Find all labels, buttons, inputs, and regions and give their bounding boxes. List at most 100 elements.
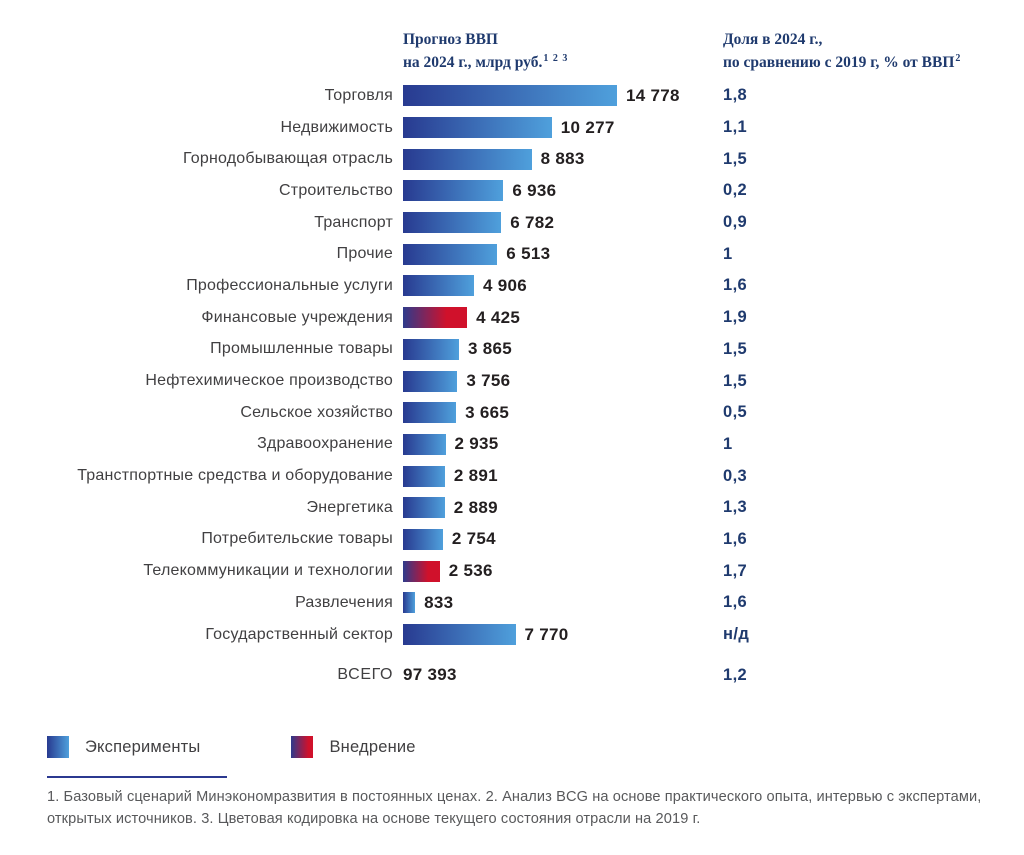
chart-row: Строительство 6 936 0,2 — [0, 175, 1024, 207]
bar-cell: 8 883 — [393, 148, 713, 170]
sector-label: Строительство — [279, 181, 393, 199]
total-share-value: 1,2 — [723, 665, 748, 684]
chart-row: Недвижимость 10 277 1,1 — [0, 112, 1024, 144]
gdp-bar-experiments — [403, 370, 458, 392]
gdp-bar-experiments — [403, 338, 459, 360]
share-value: 0,3 — [723, 466, 748, 485]
footnotes-text: 1. Базовый сценарий Минэкономразвития в … — [47, 789, 982, 827]
chart-row: Сельское хозяйство 3 665 0,5 — [0, 397, 1024, 429]
gdp-value: 3 665 — [465, 402, 510, 422]
chart-row: Телекоммуникации и технологии 2 536 1,7 — [0, 555, 1024, 587]
share-value: 1,8 — [723, 86, 748, 105]
total-row: ВСЕГО 97 393 1,2 — [0, 659, 1024, 691]
gdp-value: 6 513 — [506, 244, 551, 264]
header-share-line2: по сравнению с 2019 г, % от ВВП2 — [723, 53, 962, 72]
gdp-value: 4 906 — [483, 275, 528, 295]
column-header-gdp-forecast: Прогноз ВВП на 2024 г., млрд руб.1 2 3 — [403, 30, 568, 72]
gdp-value: 10 277 — [560, 117, 615, 137]
bar-cell: 2 889 — [393, 497, 713, 519]
legend-label: Внедрение — [329, 737, 416, 756]
bar-cell: 6 782 — [393, 212, 713, 234]
gdp-value: 14 778 — [626, 85, 680, 105]
footnote-marker: 1 2 3 — [543, 53, 569, 64]
chart-row: Государственный сектор 7 770 н/д — [0, 619, 1024, 651]
total-label: ВСЕГО — [337, 666, 393, 684]
sector-label: Потребительские товары — [201, 530, 393, 548]
gdp-value: 833 — [424, 592, 454, 612]
gdp-bar-implementation — [403, 560, 440, 582]
gdp-bar-experiments — [403, 117, 552, 139]
share-value: 1,5 — [723, 339, 748, 358]
gdp-value: 6 782 — [510, 212, 555, 232]
sector-label: Нефтехимическое производство — [145, 372, 393, 390]
gdp-value: 7 770 — [524, 624, 569, 644]
sector-label: Транспорт — [314, 213, 393, 231]
bar-rows: Торговля 14 778 1,8 Недвижимость 10 277 1,1 Го… — [0, 80, 1024, 691]
chart-row: Промышленные товары 3 865 1,5 — [0, 334, 1024, 366]
chart-row: Энергетика 2 889 1,3 — [0, 492, 1024, 524]
gdp-bar-experiments — [403, 148, 532, 170]
bar-cell: 6 513 — [393, 243, 713, 265]
legend-swatch-experiments-icon — [47, 736, 69, 758]
gdp-value: 2 536 — [448, 561, 493, 581]
sector-label: Телекоммуникации и технологии — [143, 562, 393, 580]
bar-cell: 3 756 — [393, 370, 713, 392]
gdp-value: 3 865 — [468, 339, 513, 359]
gdp-bar-experiments — [403, 624, 516, 646]
gdp-bar-experiments — [403, 465, 445, 487]
gdp-value: 2 889 — [453, 497, 498, 517]
header-share-line1: Доля в 2024 г., — [723, 31, 823, 48]
bar-cell: 10 277 — [393, 117, 713, 139]
chart-row: Горнодобывающая отрасль 8 883 1,5 — [0, 143, 1024, 175]
sector-label: Профессиональные услуги — [186, 276, 393, 294]
bar-cell: 833 — [393, 592, 713, 614]
gdp-value: 3 756 — [466, 371, 511, 391]
chart-row: Нефтехимическое производство 3 756 1,5 — [0, 365, 1024, 397]
sector-label: Энергетика — [306, 498, 393, 516]
sector-label: Развлечения — [295, 593, 393, 611]
footnote-divider — [47, 776, 227, 778]
gdp-bar-implementation — [403, 307, 468, 329]
sector-label: Прочие — [336, 245, 393, 263]
sector-label: Промышленные товары — [210, 340, 393, 358]
gdp-value: 6 936 — [512, 180, 557, 200]
gdp-bar-experiments — [403, 85, 617, 107]
share-value: 0,9 — [723, 213, 748, 232]
total-value: 97 393 — [403, 665, 457, 685]
gdp-bar-experiments — [403, 212, 502, 234]
share-value: 1,9 — [723, 308, 748, 327]
header-forecast-line1: Прогноз ВВП — [403, 31, 498, 48]
gdp-value: 2 935 — [454, 434, 499, 454]
chart-row: Здравоохранение 2 935 1 — [0, 429, 1024, 461]
share-value: 1,5 — [723, 371, 748, 390]
bar-cell: 4 425 — [393, 307, 713, 329]
bar-cell: 2 935 — [393, 433, 713, 455]
legend: Эксперименты Внедрение — [47, 736, 416, 758]
chart-row: Транспорт 6 782 0,9 — [0, 207, 1024, 239]
sector-label: Финансовые учреждения — [201, 308, 393, 326]
gdp-bar-experiments — [403, 243, 498, 265]
footnote-marker: 2 — [955, 53, 962, 64]
share-value: 0,5 — [723, 403, 748, 422]
gdp-bar-experiments — [403, 180, 504, 202]
gdp-bar-experiments — [403, 497, 445, 519]
legend-swatch-implementation-icon — [291, 736, 314, 758]
gdp-bar-experiments — [403, 275, 474, 297]
gdp-value: 8 883 — [540, 149, 585, 169]
gdp-bar-experiments — [403, 402, 457, 424]
gdp-value: 4 425 — [476, 307, 521, 327]
share-value: 1,5 — [723, 149, 748, 168]
sector-label: Транстпортные средства и оборудование — [77, 467, 393, 485]
sector-label: Сельское хозяйство — [240, 403, 393, 421]
share-value: 1,6 — [723, 276, 748, 295]
share-value: 0,2 — [723, 181, 748, 200]
sector-label: Недвижимость — [280, 118, 393, 136]
legend-item-experiments: Эксперименты — [47, 736, 200, 758]
legend-item-implementation: Внедрение — [291, 736, 415, 758]
chart-row: Потребительские товары 2 754 1,6 — [0, 524, 1024, 556]
sector-label: Здравоохранение — [257, 435, 393, 453]
bar-cell: 4 906 — [393, 275, 713, 297]
legend-label: Эксперименты — [85, 737, 201, 756]
bar-cell: 14 778 — [393, 85, 713, 107]
